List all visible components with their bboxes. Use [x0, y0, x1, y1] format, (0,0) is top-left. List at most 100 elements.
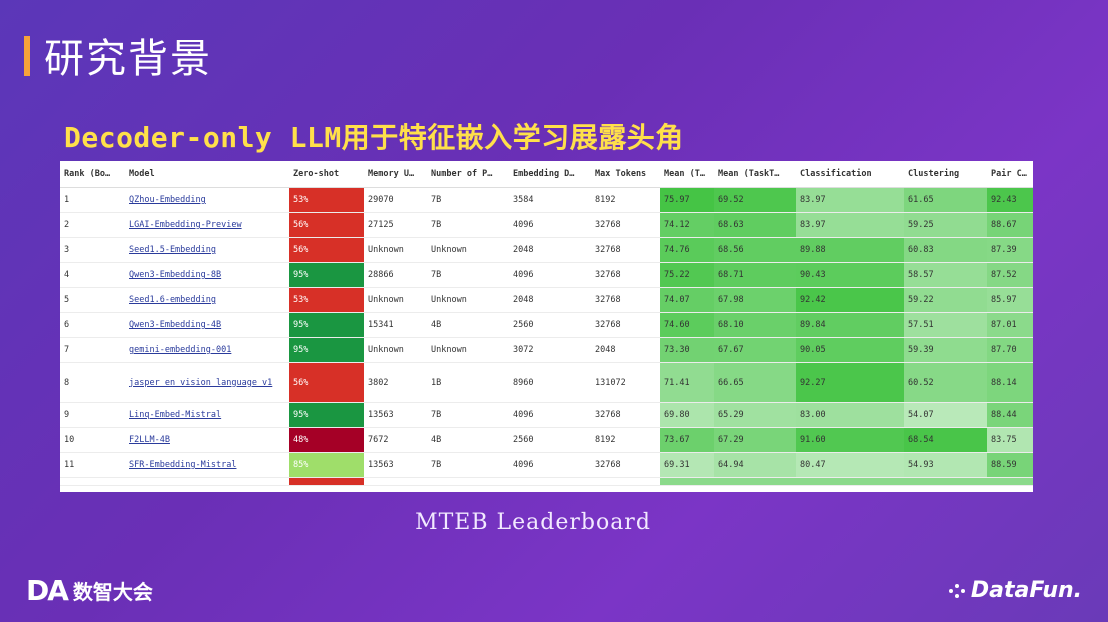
cell-cls: 83.97	[796, 187, 904, 213]
cell-model[interactable]: Qwen3-Embedding-8B	[125, 262, 289, 288]
cell-pair: 88.59	[987, 452, 1033, 478]
cell-mean_tt: 67.98	[714, 287, 796, 313]
cell-mean_tt: 68.71	[714, 262, 796, 288]
cell-model[interactable]: jasper_en_vision_language_v1	[125, 362, 289, 403]
cell-empty	[591, 477, 660, 486]
cell-max: 131072	[591, 362, 660, 403]
cell-max: 32768	[591, 212, 660, 238]
cell-max: 32768	[591, 237, 660, 263]
table-row: 11 SFR-Embedding-Mistral 85% 13563 7B 4096 327…	[60, 452, 1033, 478]
cell-cls: 89.84	[796, 312, 904, 338]
cell-params: 7B	[427, 187, 509, 213]
cell-pair: 87.01	[987, 312, 1033, 338]
cell-cls: 89.88	[796, 237, 904, 263]
cell-model[interactable]: SFR-Embedding-Mistral	[125, 452, 289, 478]
table-row: 4 Qwen3-Embedding-8B 95% 28866 7B 4096 32768 75…	[60, 262, 1033, 288]
cell-empty	[289, 477, 364, 486]
cell-model[interactable]: Qwen3-Embedding-4B	[125, 312, 289, 338]
table-body: 1 QZhou-Embedding 53% 29070 7B 3584 8192 75.97 6…	[60, 187, 1033, 486]
cell-zero: 56%	[289, 212, 364, 238]
cell-memory: 27125	[364, 212, 427, 238]
cell-pair: 87.70	[987, 337, 1033, 363]
cell-model[interactable]: LGAI-Embedding-Preview	[125, 212, 289, 238]
cell-pair: 88.44	[987, 402, 1033, 428]
cell-clu: 57.51	[904, 312, 987, 338]
cell-clu: 60.83	[904, 237, 987, 263]
cell-mean_tt: 65.29	[714, 402, 796, 428]
column-header[interactable]: Mean (TaskT…	[714, 161, 796, 188]
cell-zero: 95%	[289, 262, 364, 288]
column-header[interactable]: Rank (Bo…	[60, 161, 125, 188]
cell-zero: 56%	[289, 237, 364, 263]
column-header[interactable]: Model	[125, 161, 289, 188]
cell-model[interactable]: gemini-embedding-001	[125, 337, 289, 363]
cell-model[interactable]: QZhou-Embedding	[125, 187, 289, 213]
column-header[interactable]: Clustering	[904, 161, 987, 188]
cell-model[interactable]: Seed1.5-Embedding	[125, 237, 289, 263]
cell-params: 7B	[427, 452, 509, 478]
cell-mean_t: 73.30	[660, 337, 714, 363]
column-header[interactable]: Embedding D…	[509, 161, 591, 188]
column-header[interactable]: Classification	[796, 161, 904, 188]
leaderboard-table: Rank (Bo… Model Zero-shot Memory U… Number o…	[60, 161, 1033, 486]
cell-params: 7B	[427, 212, 509, 238]
cell-dim: 4096	[509, 262, 591, 288]
datafun-dots-icon	[947, 580, 969, 602]
cell-model[interactable]: F2LLM-4B	[125, 427, 289, 453]
cell-rank: 7	[60, 337, 125, 363]
cell-params: Unknown	[427, 337, 509, 363]
cell-zero: 53%	[289, 187, 364, 213]
cell-dim: 2560	[509, 427, 591, 453]
cell-zero: 85%	[289, 452, 364, 478]
column-header[interactable]: Max Tokens	[591, 161, 660, 188]
cell-clu: 59.39	[904, 337, 987, 363]
cell-clu: 61.65	[904, 187, 987, 213]
column-header[interactable]: Number of P…	[427, 161, 509, 188]
logo-abbr: DA	[26, 574, 69, 607]
cell-dim: 2048	[509, 287, 591, 313]
logo-right-text: DataFun.	[970, 578, 1082, 603]
cell-mean_t: 73.67	[660, 427, 714, 453]
column-header[interactable]: Zero-shot	[289, 161, 364, 188]
column-header[interactable]: Memory U…	[364, 161, 427, 188]
cell-mean_tt: 67.67	[714, 337, 796, 363]
cell-cls: 90.05	[796, 337, 904, 363]
slide-title: 研究背景	[44, 36, 212, 82]
logo-text: 数智大会	[72, 580, 153, 604]
column-header[interactable]: Pair Cl…	[987, 161, 1033, 188]
cell-zero: 48%	[289, 427, 364, 453]
table-row: 3 Seed1.5-Embedding 56% Unknown Unknown 2048 3…	[60, 237, 1033, 263]
cell-dim: 8960	[509, 362, 591, 403]
cell-params: 1B	[427, 362, 509, 403]
cell-zero: 95%	[289, 337, 364, 363]
cell-max: 8192	[591, 427, 660, 453]
cell-clu: 68.54	[904, 427, 987, 453]
cell-model[interactable]: Linq-Embed-Mistral	[125, 402, 289, 428]
cell-memory: 28866	[364, 262, 427, 288]
cell-mean_tt: 64.94	[714, 452, 796, 478]
cell-rank: 9	[60, 402, 125, 428]
cell-clu: 59.25	[904, 212, 987, 238]
cell-empty	[987, 477, 1033, 486]
cell-pair: 88.67	[987, 212, 1033, 238]
table-row-partial	[60, 477, 1033, 486]
title-accent-bar	[24, 36, 30, 76]
cell-max: 2048	[591, 337, 660, 363]
cell-pair: 87.39	[987, 237, 1033, 263]
cell-cls: 92.27	[796, 362, 904, 403]
datafun-summit-logo: DA 数智大会	[26, 574, 153, 607]
column-header[interactable]: Mean (T…	[660, 161, 714, 188]
cell-max: 32768	[591, 312, 660, 338]
cell-params: 7B	[427, 402, 509, 428]
cell-mean_tt: 68.63	[714, 212, 796, 238]
cell-dim: 4096	[509, 402, 591, 428]
cell-rank: 10	[60, 427, 125, 453]
cell-zero: 56%	[289, 362, 364, 403]
cell-empty	[427, 477, 509, 486]
figure-caption: MTEB Leaderboard	[415, 510, 651, 535]
cell-memory: 13563	[364, 402, 427, 428]
cell-model[interactable]: Seed1.6-embedding	[125, 287, 289, 313]
table-header-row: Rank (Bo… Model Zero-shot Memory U… Number o…	[60, 161, 1033, 188]
cell-max: 32768	[591, 402, 660, 428]
cell-mean_tt: 68.56	[714, 237, 796, 263]
